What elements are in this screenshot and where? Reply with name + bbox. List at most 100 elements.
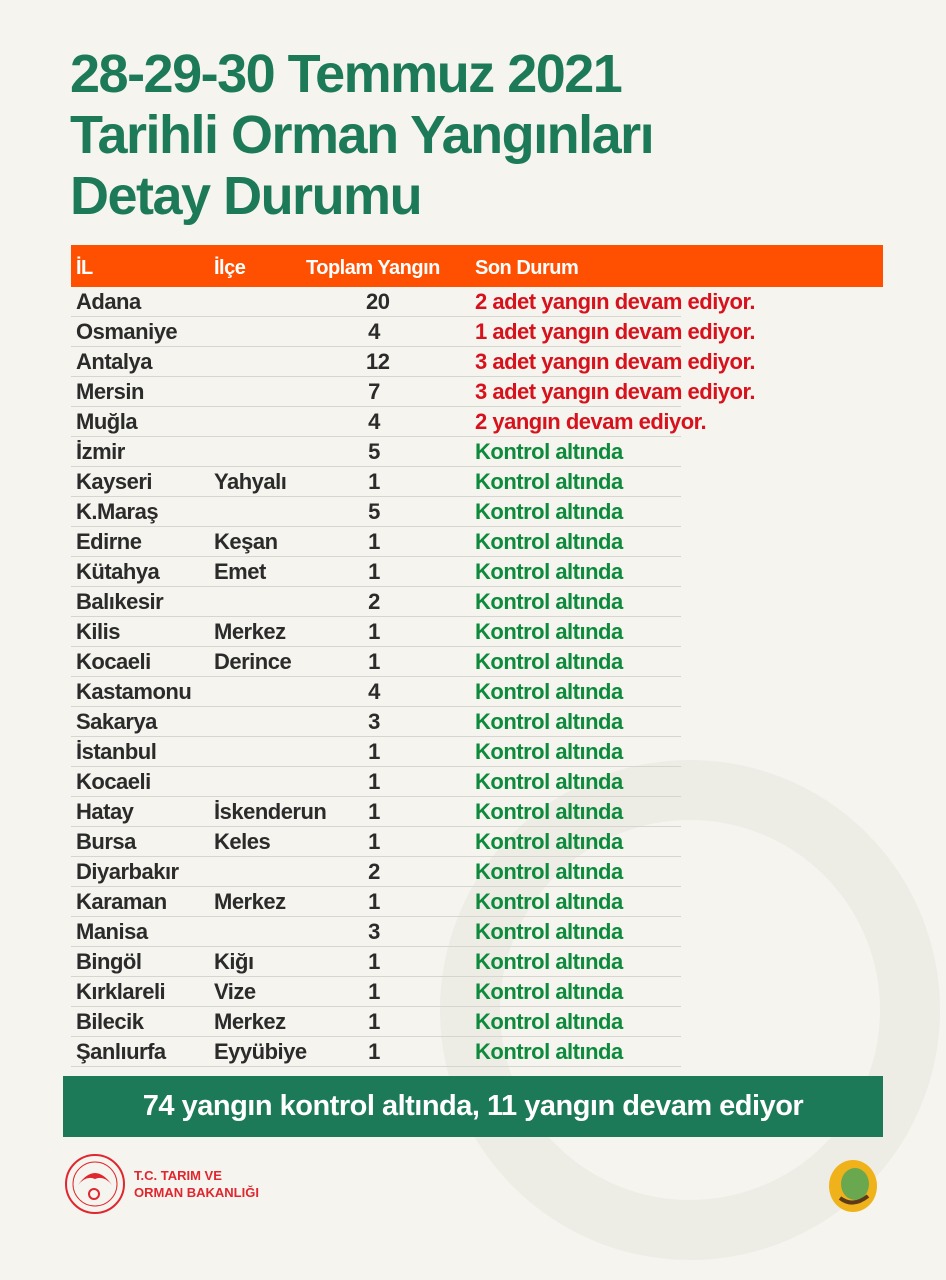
cell-toplam: 1: [368, 799, 380, 824]
cell-toplam: 3: [368, 709, 380, 734]
summary-banner: 74 yangın kontrol altında, 11 yangın dev…: [63, 1076, 883, 1137]
cell-il: Kastamonu: [76, 679, 192, 704]
cell-toplam: 1: [368, 559, 380, 584]
cell-il: Balıkesir: [76, 589, 164, 614]
table-row: Muğla 4 2 yangın devam ediyor.: [71, 407, 883, 437]
cell-durum: Kontrol altında: [475, 529, 623, 554]
cell-durum: Kontrol altında: [475, 739, 623, 764]
table-row: Bilecik Merkez 1 Kontrol altında: [71, 1007, 883, 1037]
header-toplam: Toplam Yangın: [306, 257, 440, 279]
cell-il: Şanlıurfa: [76, 1039, 166, 1064]
cell-durum: Kontrol altında: [475, 709, 623, 734]
cell-ilce: Yahyalı: [214, 469, 287, 494]
cell-durum: 3 adet yangın devam ediyor.: [475, 349, 755, 374]
cell-toplam: 4: [368, 409, 380, 434]
cell-toplam: 1: [368, 739, 380, 764]
cell-toplam: 1: [368, 979, 380, 1004]
cell-durum: Kontrol altında: [475, 619, 623, 644]
cell-ilce: Merkez: [214, 1009, 286, 1034]
header-durum: Son Durum: [475, 257, 579, 279]
table-row: İstanbul 1 Kontrol altında: [71, 737, 883, 767]
cell-durum: Kontrol altında: [475, 679, 623, 704]
cell-il: Osmaniye: [76, 319, 178, 344]
table-row: Antalya 12 3 adet yangın devam ediyor.: [71, 347, 883, 377]
cell-durum: 3 adet yangın devam ediyor.: [475, 379, 755, 404]
cell-il: Diyarbakır: [76, 859, 179, 884]
table-row: Mersin 7 3 adet yangın devam ediyor.: [71, 377, 883, 407]
table-row: Edirne Keşan 1 Kontrol altında: [71, 527, 883, 557]
cell-durum: Kontrol altında: [475, 949, 623, 974]
title-line: Tarihli Orman Yangınları: [70, 105, 655, 165]
cell-il: Kilis: [76, 619, 120, 644]
cell-il: Bursa: [76, 829, 136, 854]
title-line: 28-29-30 Temmuz 2021: [70, 44, 623, 104]
cell-il: Sakarya: [76, 709, 157, 734]
cell-ilce: Merkez: [214, 889, 286, 914]
table-header: İL İlçe Toplam Yangın Son Durum: [71, 245, 883, 287]
table-row: Diyarbakır 2 Kontrol altında: [71, 857, 883, 887]
cell-toplam: 1: [368, 619, 380, 644]
table-row: Bingöl Kiğı 1 Kontrol altında: [71, 947, 883, 977]
cell-toplam: 4: [368, 679, 380, 704]
cell-durum: Kontrol altında: [475, 469, 623, 494]
cell-durum: 2 yangın devam ediyor.: [475, 409, 707, 434]
cell-il: Bilecik: [76, 1009, 144, 1034]
cell-durum: Kontrol altında: [475, 979, 623, 1004]
cell-ilce: Derince: [214, 649, 292, 674]
table-row: Hatay İskenderun 1 Kontrol altında: [71, 797, 883, 827]
cell-toplam: 3: [368, 919, 380, 944]
table-row: Manisa 3 Kontrol altında: [71, 917, 883, 947]
cell-toplam: 1: [368, 889, 380, 914]
table-row: Karaman Merkez 1 Kontrol altında: [71, 887, 883, 917]
header-ilce: İlçe: [214, 257, 246, 279]
table-row: Kilis Merkez 1 Kontrol altında: [71, 617, 883, 647]
cell-durum: Kontrol altında: [475, 769, 623, 794]
cell-toplam: 2: [368, 589, 380, 614]
cell-durum: Kontrol altında: [475, 889, 623, 914]
cell-durum: Kontrol altında: [475, 499, 623, 524]
cell-toplam: 1: [368, 829, 380, 854]
cell-durum: Kontrol altında: [475, 649, 623, 674]
cell-durum: Kontrol altında: [475, 1009, 623, 1034]
table-row: K.Maraş 5 Kontrol altında: [71, 497, 883, 527]
cell-il: Bingöl: [76, 949, 142, 974]
cell-durum: Kontrol altında: [475, 439, 623, 464]
cell-il: Edirne: [76, 529, 142, 554]
cell-ilce: Keşan: [214, 529, 278, 554]
cell-il: Kırklareli: [76, 979, 166, 1004]
cell-ilce: Eyyübiye: [214, 1039, 307, 1064]
cell-durum: Kontrol altında: [475, 829, 623, 854]
cell-ilce: Emet: [214, 559, 266, 584]
cell-durum: Kontrol altında: [475, 1039, 623, 1064]
cell-il: Kayseri: [76, 469, 153, 494]
cell-il: K.Maraş: [76, 499, 159, 524]
cell-ilce: Vize: [214, 979, 256, 1004]
cell-il: Muğla: [76, 409, 138, 434]
cell-il: Kocaeli: [76, 769, 151, 794]
page-title: 28-29-30 Temmuz 2021 Tarihli Orman Yangı…: [70, 44, 655, 227]
table-row: Adana 20 2 adet yangın devam ediyor.: [71, 287, 883, 317]
table-row: Kastamonu 4 Kontrol altında: [71, 677, 883, 707]
ministry-logo: T.C. TARIM VE ORMAN BAKANLIĞI: [64, 1153, 259, 1215]
cell-il: İstanbul: [76, 739, 157, 764]
title-line: Detay Durumu: [70, 166, 423, 226]
table-row: Kütahya Emet 1 Kontrol altında: [71, 557, 883, 587]
table-body: Adana 20 2 adet yangın devam ediyor. Osmani…: [71, 287, 883, 1067]
cell-durum: Kontrol altında: [475, 919, 623, 944]
cell-durum: Kontrol altında: [475, 589, 623, 614]
cell-il: Hatay: [76, 799, 134, 824]
table-row: Kırklareli Vize 1 Kontrol altında: [71, 977, 883, 1007]
cell-toplam: 1: [368, 949, 380, 974]
table-row: Şanlıurfa Eyyübiye 1 Kontrol altında: [71, 1037, 883, 1067]
cell-il: Adana: [76, 289, 141, 314]
cell-toplam: 5: [368, 439, 380, 464]
cell-toplam: 1: [368, 529, 380, 554]
table-row: Bursa Keles 1 Kontrol altında: [71, 827, 883, 857]
table-row: Balıkesir 2 Kontrol altında: [71, 587, 883, 617]
cell-toplam: 7: [368, 379, 380, 404]
header-il: İL: [76, 257, 93, 279]
table-row: Kayseri Yahyalı 1 Kontrol altında: [71, 467, 883, 497]
cell-il: Kocaeli: [76, 649, 151, 674]
cell-durum: Kontrol altında: [475, 859, 623, 884]
cell-toplam: 4: [368, 319, 380, 344]
